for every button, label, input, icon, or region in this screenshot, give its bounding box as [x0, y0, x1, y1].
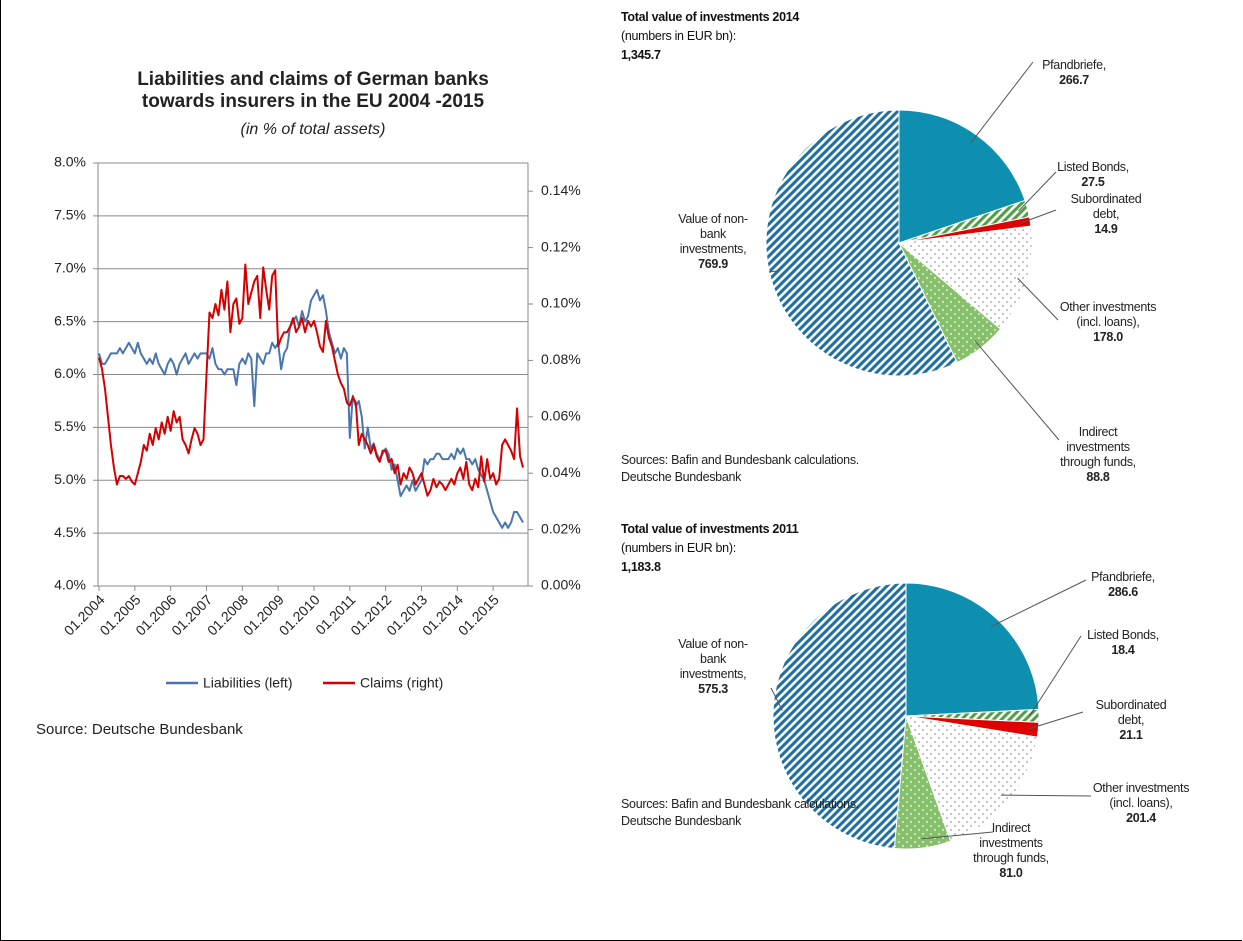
y-tick-label: 6.0%: [54, 365, 86, 381]
legend-label: Claims (right): [360, 675, 443, 691]
leader-line: [1018, 171, 1057, 212]
slice-value: 201.4: [1126, 811, 1156, 825]
pie-total: 1,345.7: [621, 48, 661, 62]
slice-name: Indirect investments through funds,: [1060, 425, 1136, 469]
slice-label: Listed Bonds, 27.5: [1043, 160, 1143, 190]
slice-label: Value of non-bank investments, 575.3: [668, 637, 758, 697]
y2-tick-label: 0.04%: [541, 464, 581, 480]
leader-line: [1001, 794, 1092, 797]
slice-label: Other investments (incl. loans), 201.4: [1091, 781, 1191, 826]
pie-header: Total value of investments 2011 (numbers …: [621, 520, 799, 577]
pie-notes: Sources: Bafin and Bundesbank calculatio…: [621, 796, 859, 830]
slice-name: Value of non-bank investments,: [678, 637, 748, 681]
slice-name: Value of non-bank investments,: [678, 212, 748, 256]
y2-tick-label: 0.08%: [541, 351, 581, 367]
pie-subtitle: (numbers in EUR bn):: [621, 541, 736, 555]
y-tick-label: 5.5%: [54, 418, 86, 434]
slice-name: Listed Bonds,: [1087, 628, 1159, 642]
note: Sources: Bafin and Bundesbank calculatio…: [621, 797, 859, 811]
line-series: [98, 263, 524, 497]
pie-notes: Sources: Bafin and Bundesbank calculatio…: [621, 452, 859, 486]
slice-value: 81.0: [999, 866, 1023, 880]
y-tick-label: 7.0%: [54, 259, 86, 275]
slice-label: Listed Bonds, 18.4: [1073, 628, 1173, 658]
slice-value: 21.1: [1119, 728, 1143, 742]
leader-line: [970, 61, 1034, 143]
y-tick-label: 5.0%: [54, 471, 86, 487]
slice-name: Indirect investments through funds,: [973, 821, 1049, 865]
y-tick-label: 4.0%: [54, 577, 86, 593]
slice-name: Subordinated debt,: [1095, 698, 1167, 727]
slice-label: Indirect investments through funds, 88.8: [1048, 425, 1148, 485]
pie-slice: [897, 225, 1033, 330]
source: Source: Deutsche Bundesbank: [36, 721, 243, 738]
leader-line: [1028, 711, 1084, 730]
line-series: [98, 288, 524, 529]
slice-label: Indirect investments through funds, 81.0: [961, 821, 1061, 881]
chart-subtitle: (in % of total assets): [241, 121, 386, 138]
pie-slice: [772, 582, 907, 850]
slice-label: Pfandbriefe, 266.7: [1024, 58, 1124, 88]
slice-name: Pfandbriefe,: [1042, 58, 1106, 72]
slice-value: 178.0: [1093, 330, 1123, 344]
chart-title: Liabilities and claims of German banks: [137, 69, 489, 90]
slice-name: Other investments (incl. loans),: [1059, 300, 1157, 329]
leader-line: [974, 340, 1060, 441]
leader-line: [1029, 635, 1082, 717]
slice-name: Subordinated debt,: [1070, 192, 1142, 221]
leader-line: [1020, 209, 1057, 224]
slice-name: Listed Bonds,: [1057, 160, 1129, 174]
y2-tick-label: 0.12%: [541, 238, 581, 254]
y-tick-label: 7.5%: [54, 207, 86, 223]
pie-header: Total value of investments 2014 (numbers …: [621, 8, 799, 65]
x-tick-label: 01.2015: [455, 591, 502, 638]
pie-slice: [905, 715, 1038, 842]
note: Deutsche Bundesbank: [621, 814, 742, 828]
note: Deutsche Bundesbank: [621, 470, 742, 484]
leader-line: [991, 579, 1087, 627]
leader-line: [770, 687, 783, 711]
slice-label: Other investments (incl. loans), 178.0: [1058, 300, 1158, 345]
pie-title: Total value of investments 2011: [621, 522, 799, 536]
leader-line: [921, 831, 994, 840]
leader-line: [768, 270, 779, 273]
slice-value: 769.9: [698, 257, 728, 271]
slice-value: 266.7: [1059, 73, 1089, 87]
slice-label: Subordinated debt, 21.1: [1086, 698, 1176, 743]
pie-slice: [905, 582, 1040, 717]
pie-total: 1,183.8: [621, 560, 661, 574]
pie-title: Total value of investments 2014: [621, 10, 800, 24]
leader-line: [1017, 277, 1059, 321]
y2-tick-label: 0.02%: [541, 520, 581, 536]
y2-tick-label: 0.06%: [541, 408, 581, 424]
slice-value: 286.6: [1108, 585, 1138, 599]
legend-label: Liabilities (left): [203, 675, 292, 691]
y2-tick-label: 0.10%: [541, 295, 581, 311]
slice-value: 575.3: [698, 682, 728, 696]
y-tick-label: 6.5%: [54, 312, 86, 328]
y-tick-label: 8.0%: [54, 154, 86, 170]
pie-slice: [765, 109, 958, 377]
slice-label: Pfandbriefe, 286.6: [1073, 570, 1173, 600]
y-tick-label: 4.5%: [54, 524, 86, 540]
pie-subtitle: (numbers in EUR bn):: [621, 29, 736, 43]
slice-label: Value of non-bank investments, 769.9: [668, 212, 758, 272]
slice-name: Pfandbriefe,: [1091, 570, 1155, 584]
slice-name: Other investments (incl. loans),: [1092, 781, 1190, 810]
slice-value: 88.8: [1086, 470, 1110, 484]
slice-value: 18.4: [1111, 643, 1135, 657]
chart-title: towards insurers in the EU 2004 -2015: [142, 91, 485, 112]
slice-value: 27.5: [1081, 175, 1105, 189]
note: Sources: Bafin and Bundesbank calculatio…: [621, 453, 859, 467]
y2-tick-label: 0.00%: [541, 577, 581, 593]
y2-tick-label: 0.14%: [541, 182, 581, 198]
slice-value: 14.9: [1094, 222, 1118, 236]
slice-label: Subordinated debt, 14.9: [1061, 192, 1151, 237]
